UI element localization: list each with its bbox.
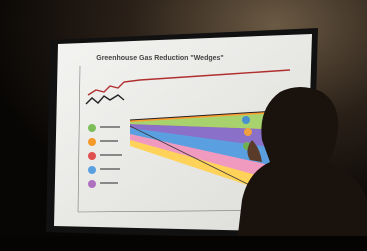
legend-icon [88,138,96,146]
legend-icon [88,152,96,160]
photo: Greenhouse Gas Reduction "Wedges" [0,0,367,251]
page: {"screen": {"title": "Greenhouse Gas Red… [0,0,367,251]
legend-icon [88,166,96,174]
legend-icon [88,124,96,132]
floor-shadow [0,236,367,251]
slide-title: Greenhouse Gas Reduction "Wedges" [96,55,223,62]
side-icon [244,128,252,136]
side-icon [242,116,250,124]
legend-icon [88,180,96,188]
